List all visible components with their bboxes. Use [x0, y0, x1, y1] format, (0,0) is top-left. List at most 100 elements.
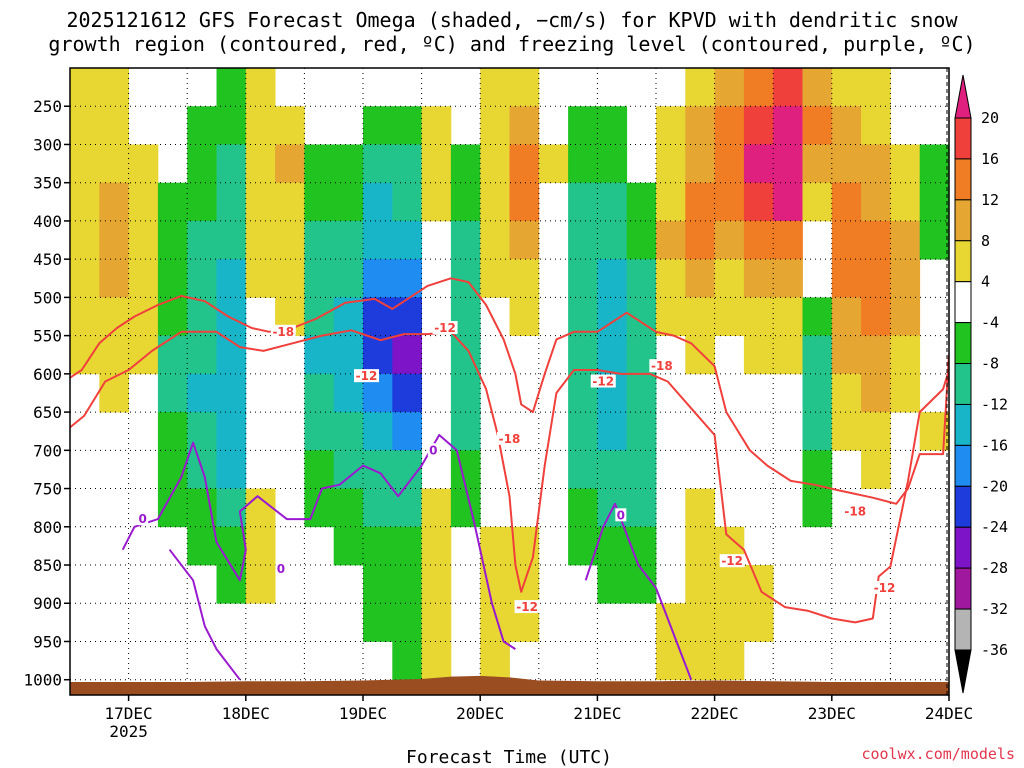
omega-cell	[480, 106, 510, 145]
omega-cell	[392, 373, 422, 413]
y-tick-label: 300	[33, 135, 62, 154]
omega-cell	[216, 412, 247, 451]
omega-cell	[861, 373, 891, 413]
y-tick-label: 600	[33, 365, 62, 384]
omega-cell	[597, 565, 628, 604]
omega-cell	[333, 412, 364, 451]
omega-cell	[128, 182, 159, 222]
omega-cell	[802, 182, 833, 222]
y-tick-label: 950	[33, 632, 62, 651]
omega-cell	[157, 182, 188, 222]
omega-cell	[333, 220, 364, 260]
omega-cell	[743, 68, 774, 107]
omega-cell	[831, 259, 862, 298]
omega-cell	[216, 220, 247, 260]
omega-cell	[743, 603, 774, 642]
omega-cell	[421, 106, 452, 145]
colorbar-label: 20	[981, 109, 999, 127]
omega-cell	[802, 488, 833, 528]
freezing-level-line	[584, 502, 693, 681]
omega-cell	[363, 297, 393, 337]
contour-label: 0	[429, 443, 437, 457]
omega-cell	[304, 450, 335, 489]
plot-frame	[69, 67, 950, 696]
colorbar-label: -28	[981, 559, 1008, 577]
omega-cell	[480, 526, 510, 566]
freezing-level-line	[121, 434, 516, 650]
omega-cell	[70, 68, 100, 107]
omega-cell	[187, 144, 217, 184]
omega-cell	[450, 450, 481, 489]
omega-cell	[333, 182, 364, 222]
omega-cell	[187, 373, 217, 413]
omega-cell	[861, 335, 891, 375]
omega-cell	[216, 182, 247, 222]
colorbar-label: -16	[981, 436, 1008, 454]
omega-cell	[363, 259, 393, 298]
omega-cell	[685, 526, 715, 566]
omega-cell	[421, 603, 452, 642]
x-tick-label: 18DEC	[222, 704, 270, 723]
omega-cell	[568, 106, 598, 145]
omega-cell	[656, 641, 686, 681]
omega-cell	[509, 68, 540, 107]
omega-cell	[275, 220, 305, 260]
x-tick-label: 24DEC	[925, 704, 973, 723]
omega-cell	[890, 144, 921, 184]
omega-cell	[509, 259, 540, 298]
omega-cell	[685, 106, 715, 145]
omega-cell	[714, 68, 745, 107]
omega-cell	[714, 259, 745, 298]
omega-cell	[363, 526, 393, 566]
omega-cell	[509, 297, 540, 337]
omega-cell	[743, 220, 774, 260]
omega-cell	[480, 144, 510, 184]
omega-cell	[714, 565, 745, 604]
contour-labels: -18 -12 -12 -18 -12 -12 -18 -12 -18 -12 0 0 0 0	[137, 320, 898, 614]
omega-cell	[743, 297, 774, 337]
omega-cell	[333, 488, 364, 528]
contour-label: 0	[138, 512, 146, 526]
omega-cell	[626, 450, 657, 489]
omega-cell	[861, 450, 891, 489]
omega-cell	[392, 297, 422, 337]
colorbar-label: 4	[981, 273, 990, 291]
x-tick-label: 23DEC	[808, 704, 856, 723]
y-tick-label: 900	[33, 594, 62, 613]
y-tick-label: 450	[33, 250, 62, 269]
omega-cell	[392, 526, 422, 566]
omega-cell	[187, 106, 217, 145]
dgz-contour-line	[70, 277, 949, 505]
omega-cell	[392, 450, 422, 489]
omega-cell	[421, 565, 452, 604]
omega-cell	[450, 412, 481, 451]
omega-cell	[363, 488, 393, 528]
omega-cell	[773, 297, 803, 337]
omega-cell	[597, 297, 628, 337]
contour-label-bg	[275, 561, 287, 575]
omega-cell	[392, 565, 422, 604]
omega-cell	[363, 220, 393, 260]
omega-cell	[216, 144, 247, 184]
omega-cell	[890, 259, 921, 298]
omega-cell	[773, 182, 803, 222]
contour-label: -18	[499, 432, 521, 446]
omega-cell	[70, 220, 100, 260]
colorbar-swatch	[954, 444, 972, 487]
omega-cell	[450, 220, 481, 260]
omega-cell	[685, 259, 715, 298]
omega-cell	[450, 144, 481, 184]
omega-cell	[392, 220, 422, 260]
omega-cell	[99, 373, 129, 413]
omega-cell	[714, 144, 745, 184]
omega-cell	[626, 220, 657, 260]
omega-cell	[99, 335, 129, 375]
omega-cell	[245, 565, 276, 604]
omega-cell	[157, 220, 188, 260]
omega-cell	[216, 373, 247, 413]
contour-label-bg	[615, 508, 627, 522]
omega-cell	[392, 182, 422, 222]
omega-cell	[245, 68, 276, 107]
omega-cell	[656, 259, 686, 298]
omega-cell	[70, 106, 100, 145]
